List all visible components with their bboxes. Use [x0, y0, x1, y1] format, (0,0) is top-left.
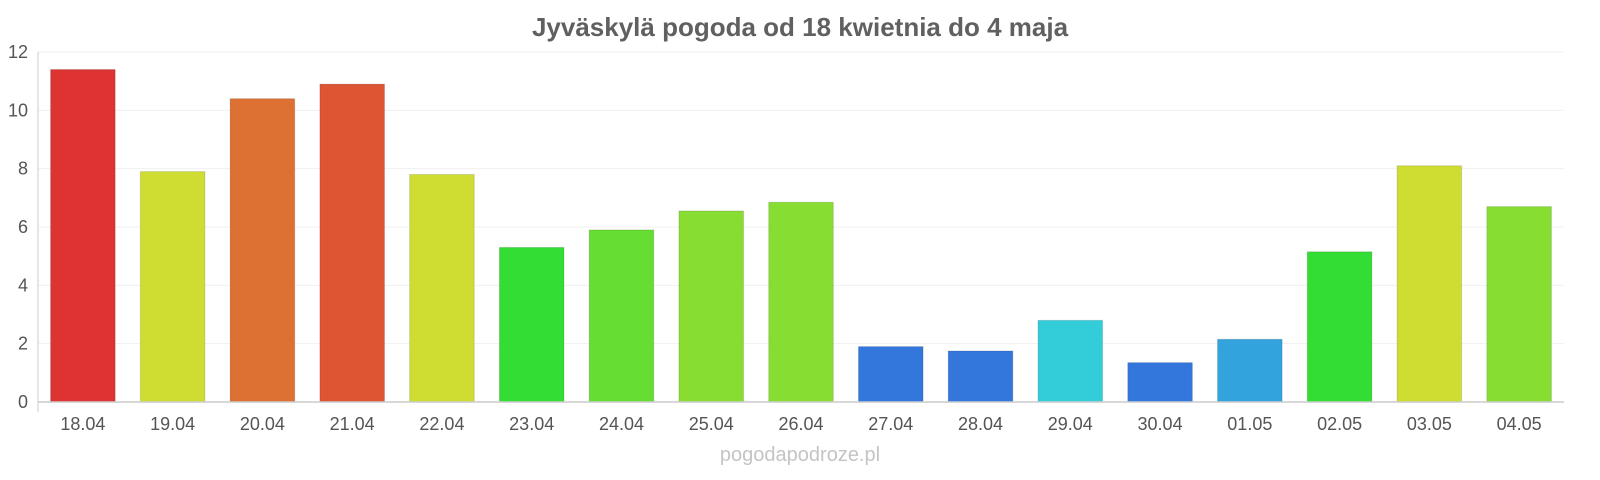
bar — [1127, 362, 1193, 403]
watermark: pogodapodroze.pl — [720, 444, 880, 466]
x-tick-label: 21.04 — [330, 414, 375, 434]
y-tick-label: 10 — [8, 100, 28, 120]
x-tick-label: 28.04 — [958, 414, 1003, 434]
bar — [319, 83, 385, 403]
y-axis-ticks: 0 2 4 6 8 10 12 — [8, 42, 28, 412]
x-tick-label: 27.04 — [868, 414, 913, 434]
bar — [409, 174, 475, 403]
bar — [588, 229, 655, 403]
y-tick-label: 8 — [18, 159, 28, 179]
x-tick-label: 02.05 — [1317, 414, 1362, 434]
y-tick-label: 2 — [18, 334, 28, 354]
x-tick-label: 29.04 — [1048, 414, 1093, 434]
x-tick-label: 23.04 — [509, 414, 554, 434]
axes — [37, 52, 1564, 412]
bar — [50, 69, 116, 403]
bar — [857, 346, 924, 403]
bar — [768, 201, 834, 403]
x-tick-label: 25.04 — [689, 414, 734, 434]
bar — [947, 350, 1014, 403]
bar — [498, 246, 565, 403]
bar — [678, 210, 745, 403]
x-tick-label: 03.05 — [1407, 414, 1452, 434]
bar — [1396, 165, 1463, 403]
x-tick-label: 01.05 — [1227, 414, 1272, 434]
x-tick-label: 26.04 — [778, 414, 823, 434]
x-axis-ticks: 18.04 19.04 20.04 21.04 22.04 23.04 24.04 25.04… — [60, 414, 1541, 434]
x-tick-label: 24.04 — [599, 414, 644, 434]
y-tick-label: 6 — [18, 217, 28, 237]
x-tick-label: 19.04 — [150, 414, 195, 434]
x-tick-label: 30.04 — [1138, 414, 1183, 434]
bar — [229, 98, 296, 403]
y-tick-label: 0 — [18, 392, 28, 412]
bar — [1037, 319, 1104, 403]
y-tick-label: 4 — [18, 275, 28, 295]
x-tick-label: 22.04 — [419, 414, 464, 434]
bar — [139, 171, 206, 403]
bar — [1217, 338, 1283, 403]
chart-title: Jyväskylä pogoda od 18 kwietnia do 4 maj… — [532, 12, 1069, 42]
x-tick-label: 20.04 — [240, 414, 285, 434]
y-tick-label: 12 — [8, 42, 28, 62]
bar-series — [50, 69, 1552, 403]
bar — [1306, 251, 1373, 403]
bar — [1486, 206, 1552, 403]
x-tick-label: 04.05 — [1497, 414, 1542, 434]
x-tick-label: 18.04 — [60, 414, 105, 434]
